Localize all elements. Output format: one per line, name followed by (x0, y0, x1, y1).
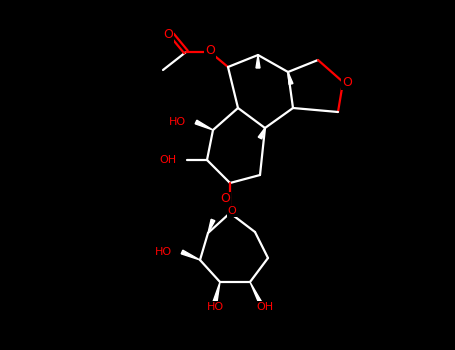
Text: O: O (205, 44, 215, 57)
Text: HO: HO (155, 247, 172, 257)
Polygon shape (181, 250, 200, 260)
Text: OH: OH (160, 155, 177, 165)
Text: HO: HO (207, 302, 223, 312)
Polygon shape (258, 128, 265, 139)
Polygon shape (195, 120, 213, 130)
Text: OH: OH (257, 302, 273, 312)
Text: O: O (342, 76, 352, 89)
Polygon shape (256, 55, 260, 68)
Text: O: O (220, 193, 230, 205)
Polygon shape (208, 219, 215, 233)
Text: O: O (163, 28, 173, 42)
Polygon shape (288, 72, 293, 84)
Text: HO: HO (169, 117, 186, 127)
Polygon shape (213, 282, 220, 302)
Text: O: O (228, 206, 237, 216)
Polygon shape (250, 282, 261, 303)
